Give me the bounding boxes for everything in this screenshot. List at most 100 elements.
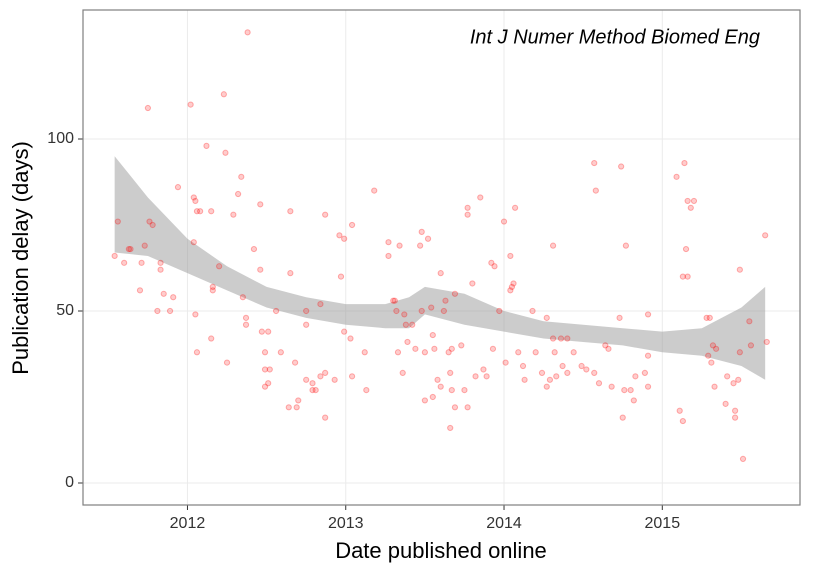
point [644,311,652,318]
point [424,235,432,242]
panel-border [82,9,801,506]
y-axis-title: Publication delay (days) [8,141,33,375]
point [309,387,316,394]
point [488,259,495,266]
point [461,387,468,394]
point [390,297,397,304]
point [421,349,428,356]
point [549,242,557,249]
point [166,307,174,315]
point [608,383,615,390]
point [543,314,550,321]
point [549,335,557,342]
y-tick-label: 100 [47,130,74,147]
point [507,287,514,294]
point [464,204,471,211]
point [114,218,121,225]
plot-area [83,10,800,505]
point [336,232,343,239]
point [192,197,199,205]
point [722,400,729,407]
point [220,91,227,98]
point [170,294,177,301]
point [409,321,416,328]
point [418,228,425,235]
point [257,266,264,273]
point [684,197,691,205]
point [543,383,550,390]
point [193,349,201,356]
point [730,380,737,387]
point [418,307,425,315]
point [746,318,753,325]
point [348,373,356,380]
point [434,376,441,383]
point [312,387,319,394]
point [442,297,449,304]
x-tick-label: 2015 [645,515,681,532]
point [706,314,713,321]
point [266,366,273,373]
point [747,342,755,349]
point [238,173,245,180]
point [429,393,436,401]
point [557,335,565,342]
point [417,242,424,249]
point [347,335,354,342]
point [491,263,498,270]
point [447,369,454,377]
point [690,197,698,205]
point [121,259,128,266]
y-tick-label: 50 [56,302,74,319]
point [763,338,770,346]
point [222,149,229,156]
point [507,252,514,260]
point [265,328,272,335]
point [496,307,503,315]
point [160,290,167,297]
point [703,314,710,321]
point [144,104,151,112]
point [242,314,250,321]
point [295,397,302,404]
x-axis-title: Date published online [335,538,547,563]
point [190,239,197,246]
point [193,208,201,215]
point [682,245,690,253]
point [448,387,455,394]
point [447,424,454,432]
point [125,245,133,253]
point [472,373,479,380]
point [632,373,639,380]
point [508,283,516,291]
point [261,383,269,390]
point [317,373,324,380]
point [157,266,164,273]
point [480,366,487,373]
point [257,201,264,208]
point [458,342,465,349]
point [208,335,215,342]
point [361,349,368,356]
point [627,387,634,394]
point [341,235,348,242]
y-tick-label: 0 [65,474,74,491]
point [277,349,284,356]
point [762,232,769,239]
x-tick-label: 2014 [486,515,522,532]
point [711,383,718,390]
point [404,338,411,346]
point [681,159,688,167]
point [483,373,490,380]
point [401,311,408,318]
point [230,211,237,218]
point [437,270,444,277]
point [385,252,392,260]
point [437,383,444,390]
point [500,218,508,225]
point [489,345,497,352]
point [529,307,536,315]
point [735,376,742,383]
